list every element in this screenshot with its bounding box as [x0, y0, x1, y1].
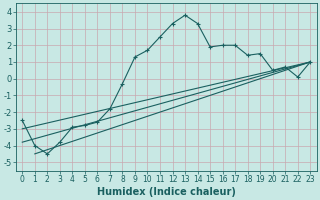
- X-axis label: Humidex (Indice chaleur): Humidex (Indice chaleur): [97, 187, 236, 197]
